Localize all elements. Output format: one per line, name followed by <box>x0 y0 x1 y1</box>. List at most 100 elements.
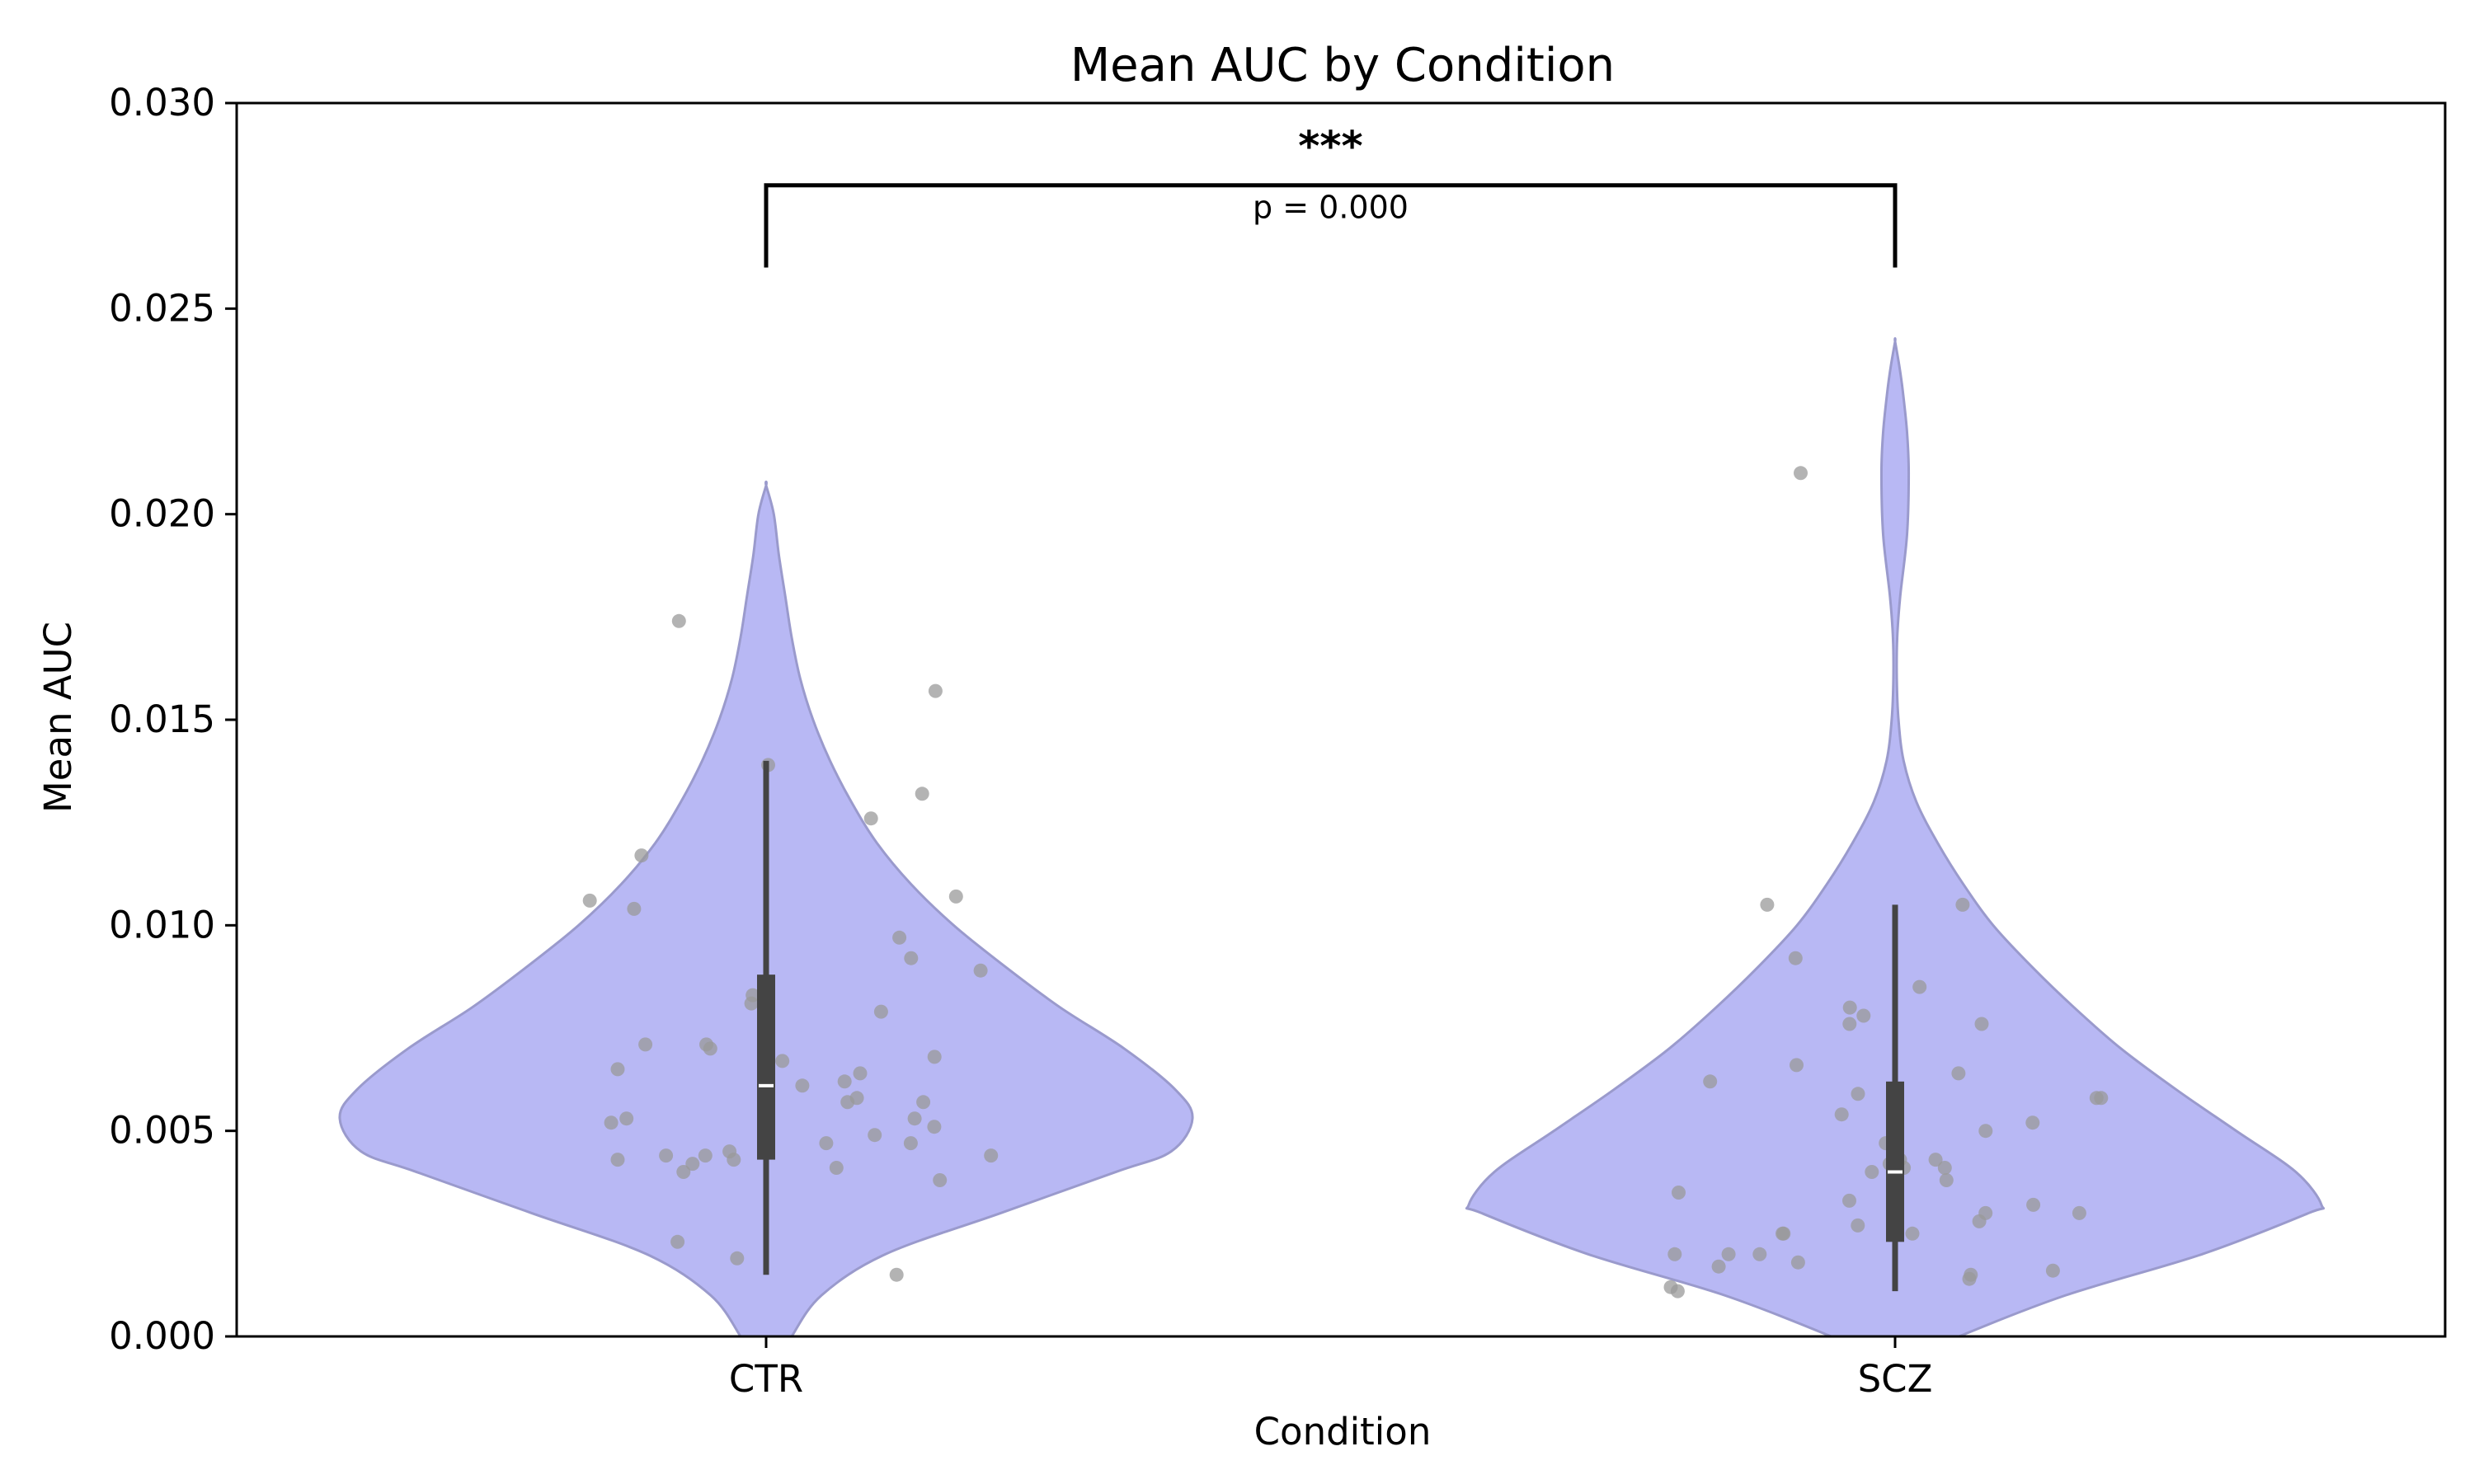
data-point <box>853 1066 868 1081</box>
data-point <box>634 848 649 863</box>
x-axis-label: Condition <box>1254 1410 1432 1453</box>
data-point <box>1842 1000 1857 1015</box>
data-point <box>1776 1226 1790 1241</box>
data-point <box>892 930 907 945</box>
x-tick-label: SCZ <box>1858 1357 1933 1401</box>
data-point <box>1790 1058 1804 1073</box>
data-point <box>903 1136 918 1151</box>
data-point <box>1670 1284 1685 1298</box>
data-point <box>1974 1017 1989 1031</box>
y-axis-label: Mean AUC <box>36 622 80 813</box>
data-point <box>1842 1017 1857 1031</box>
iqr-box-scz <box>1886 1081 1904 1242</box>
y-tick-label: 0.030 <box>109 81 215 124</box>
data-point <box>984 1148 999 1163</box>
data-point <box>1865 1165 1879 1179</box>
data-point <box>671 613 686 628</box>
data-point <box>627 901 642 916</box>
data-point <box>610 1062 625 1077</box>
y-tick-label: 0.020 <box>109 492 215 536</box>
y-tick-label: 0.015 <box>109 697 215 741</box>
data-point <box>1937 1161 1952 1175</box>
data-point <box>2026 1197 2041 1212</box>
data-point <box>829 1161 844 1175</box>
data-point <box>907 1111 922 1126</box>
data-point <box>1851 1087 1865 1101</box>
data-point <box>973 963 988 978</box>
data-point <box>610 1153 625 1167</box>
y-tick-label: 0.010 <box>109 903 215 946</box>
p-value-label: p = 0.000 <box>1253 190 1409 226</box>
data-point <box>1842 1193 1856 1208</box>
data-point <box>1794 466 1808 481</box>
data-point <box>928 683 943 698</box>
y-tick-label: 0.005 <box>109 1109 215 1153</box>
data-point <box>1834 1107 1849 1122</box>
data-point <box>1928 1153 1943 1167</box>
data-point <box>927 1120 942 1134</box>
data-point <box>1667 1247 1682 1261</box>
data-point <box>685 1157 700 1172</box>
significance-annotation: *** p = 0.000 <box>764 123 1898 268</box>
data-point <box>775 1054 790 1068</box>
data-point <box>1972 1214 1987 1228</box>
data-point <box>1752 1247 1767 1261</box>
data-point <box>659 1148 674 1163</box>
data-point <box>2072 1205 2086 1220</box>
data-point <box>744 996 759 1011</box>
data-point <box>1788 951 1803 965</box>
data-point <box>2094 1091 2109 1106</box>
data-point <box>1760 897 1775 912</box>
data-point <box>1955 897 1970 912</box>
data-point <box>1721 1247 1736 1261</box>
data-point <box>819 1136 834 1151</box>
data-point <box>698 1148 713 1163</box>
data-point <box>670 1234 685 1249</box>
data-point <box>849 1091 864 1106</box>
x-tick-label: CTR <box>729 1357 803 1401</box>
data-point <box>1856 1008 1871 1023</box>
data-point <box>604 1115 618 1130</box>
data-point <box>1951 1066 1966 1081</box>
data-point <box>1939 1173 1954 1187</box>
data-point <box>795 1078 810 1093</box>
data-point <box>915 787 929 801</box>
data-point <box>2025 1115 2040 1130</box>
data-point <box>948 889 963 904</box>
data-point <box>727 1153 741 1167</box>
data-point <box>638 1037 653 1052</box>
data-point <box>889 1267 904 1282</box>
data-point <box>904 951 919 965</box>
violins <box>338 336 2326 1336</box>
chart-title: Mean AUC by Condition <box>1070 39 1615 92</box>
data-point <box>2045 1263 2060 1278</box>
data-point <box>873 1004 888 1019</box>
data-point <box>582 893 597 908</box>
data-point <box>703 1041 717 1056</box>
significance-stars: *** <box>1298 123 1362 171</box>
data-point <box>1672 1186 1686 1200</box>
data-point <box>1962 1271 1977 1286</box>
significance-bracket <box>764 183 1898 268</box>
y-tick-label: 0.000 <box>109 1314 215 1358</box>
iqr-box-ctr <box>757 974 775 1160</box>
data-point <box>1978 1124 1993 1139</box>
data-point <box>1711 1259 1726 1274</box>
violin-scz <box>1465 336 2326 1336</box>
data-point <box>1905 1226 1920 1241</box>
data-point <box>837 1074 852 1089</box>
data-point <box>619 1111 634 1126</box>
data-point <box>933 1173 948 1187</box>
data-point <box>916 1095 931 1110</box>
data-point <box>1851 1218 1865 1233</box>
y-axis: 0.000 0.005 0.010 0.015 0.020 0.025 0.030 <box>109 81 237 1358</box>
inner-boxplots <box>757 760 1904 1292</box>
data-point <box>1790 1255 1805 1270</box>
data-point <box>730 1251 745 1266</box>
data-point <box>863 811 878 826</box>
data-point <box>868 1128 882 1143</box>
y-tick-label: 0.025 <box>109 286 215 330</box>
data-point <box>927 1050 942 1064</box>
data-point <box>1912 979 1927 994</box>
